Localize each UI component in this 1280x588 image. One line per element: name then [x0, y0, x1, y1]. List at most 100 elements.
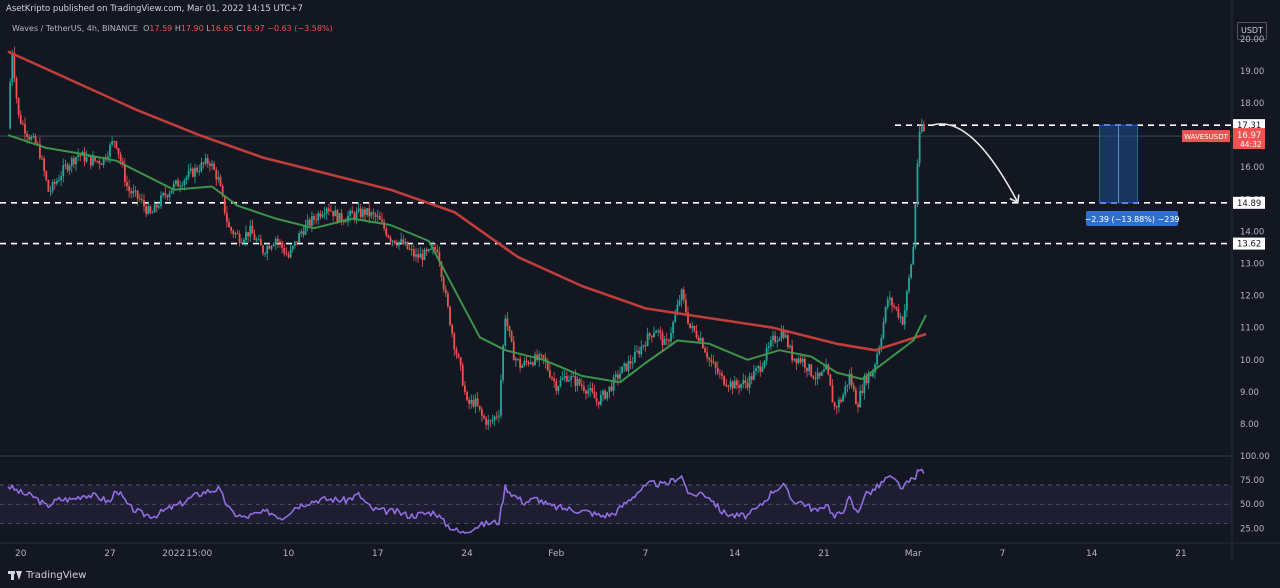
candle-body — [404, 241, 407, 245]
candle-body — [204, 158, 207, 164]
candle-body — [279, 241, 281, 243]
candle-body — [440, 262, 443, 278]
candle-body — [920, 124, 923, 132]
price-tick-label: 11.00 — [1240, 324, 1264, 334]
candle-body — [240, 242, 243, 244]
candle-body — [245, 232, 247, 241]
candle-body — [570, 376, 573, 381]
candle-body — [867, 374, 870, 384]
candle-body — [58, 180, 60, 182]
candle-body — [627, 361, 630, 371]
candle-body — [325, 208, 328, 214]
candle-body — [761, 367, 764, 372]
candle-body — [629, 361, 632, 364]
candle-body — [670, 333, 672, 342]
candle-body — [861, 390, 864, 394]
candle-body — [918, 131, 921, 164]
candle-body — [457, 354, 460, 358]
time-tick-label: 14 — [1086, 549, 1098, 559]
candle-body — [561, 377, 564, 380]
candle-body — [334, 210, 337, 217]
candle-body — [470, 399, 473, 404]
candle-body — [623, 363, 626, 367]
candle-body — [597, 401, 600, 405]
last-price-label: 16.97 — [1237, 131, 1261, 141]
candle-body — [825, 364, 828, 370]
candle-body — [308, 219, 311, 226]
candle-body — [338, 212, 341, 222]
low-label: L — [206, 24, 211, 33]
candle-body — [602, 390, 604, 395]
candle-body — [731, 381, 734, 389]
candle-body — [38, 143, 41, 159]
candle-body — [525, 360, 528, 362]
candle-body — [128, 186, 131, 192]
price-unit-button[interactable]: USDT — [1237, 22, 1267, 40]
candle-body — [147, 206, 150, 214]
level-price-label: 13.62 — [1237, 240, 1261, 250]
candle-body — [519, 359, 522, 368]
candle-body — [587, 390, 590, 394]
candle-body — [28, 136, 31, 140]
price-tick-label: 10.00 — [1240, 356, 1264, 366]
candle-body — [164, 193, 167, 196]
candle-body — [542, 355, 545, 358]
candle-body — [672, 322, 675, 334]
candle-body — [17, 98, 20, 115]
candle-body — [848, 373, 851, 385]
candle-body — [710, 359, 713, 363]
candle-body — [697, 337, 700, 342]
candle-body — [34, 136, 37, 144]
candle-body — [863, 375, 866, 394]
candle-body — [485, 418, 488, 425]
candle-body — [313, 216, 315, 220]
candle-body — [257, 239, 260, 241]
candle-body — [574, 375, 577, 386]
candle-body — [421, 253, 424, 261]
candle-body — [406, 241, 409, 249]
candle-body — [922, 124, 925, 132]
candle-body — [298, 233, 301, 243]
candle-body — [223, 195, 226, 214]
price-tick-label: 18.00 — [1240, 99, 1264, 109]
candle-body — [285, 253, 288, 255]
price-tick-label: 14.00 — [1240, 227, 1264, 237]
candle-body — [170, 190, 173, 194]
candle-body — [782, 331, 785, 338]
candle-body — [854, 389, 857, 405]
candle-body — [234, 233, 237, 235]
tradingview-footer: TradingView — [8, 570, 86, 581]
candle-body — [619, 373, 621, 379]
candle-body — [748, 376, 751, 388]
level-price-badge — [1233, 196, 1265, 209]
candle-body — [897, 308, 900, 318]
candle-body — [882, 321, 885, 338]
time-tick-label: 21 — [1175, 549, 1186, 559]
candle-body — [291, 245, 294, 250]
candle-body — [94, 157, 97, 161]
candle-body — [810, 364, 813, 377]
time-tick-label: 7 — [643, 549, 649, 559]
candle-body — [92, 157, 94, 166]
price-tick-label: 13.00 — [1240, 260, 1264, 270]
candle-body — [459, 357, 462, 366]
candle-body — [514, 358, 517, 361]
time-tick-label: 27 — [104, 549, 115, 559]
candle-body — [138, 198, 141, 200]
candle-body — [835, 406, 838, 408]
candle-body — [60, 176, 63, 181]
candle-body — [43, 158, 46, 172]
candle-body — [13, 52, 16, 79]
candle-body — [134, 190, 137, 192]
time-tick-label: 24 — [461, 549, 473, 559]
candle-body — [610, 386, 613, 391]
candle-body — [253, 233, 256, 240]
candle-body — [852, 385, 855, 390]
candle-body — [789, 345, 791, 348]
candle-body — [740, 384, 743, 388]
candle-body — [472, 399, 475, 407]
candle-body — [665, 339, 668, 341]
time-tick-label: 20 — [15, 549, 27, 559]
candle-body — [51, 181, 54, 192]
